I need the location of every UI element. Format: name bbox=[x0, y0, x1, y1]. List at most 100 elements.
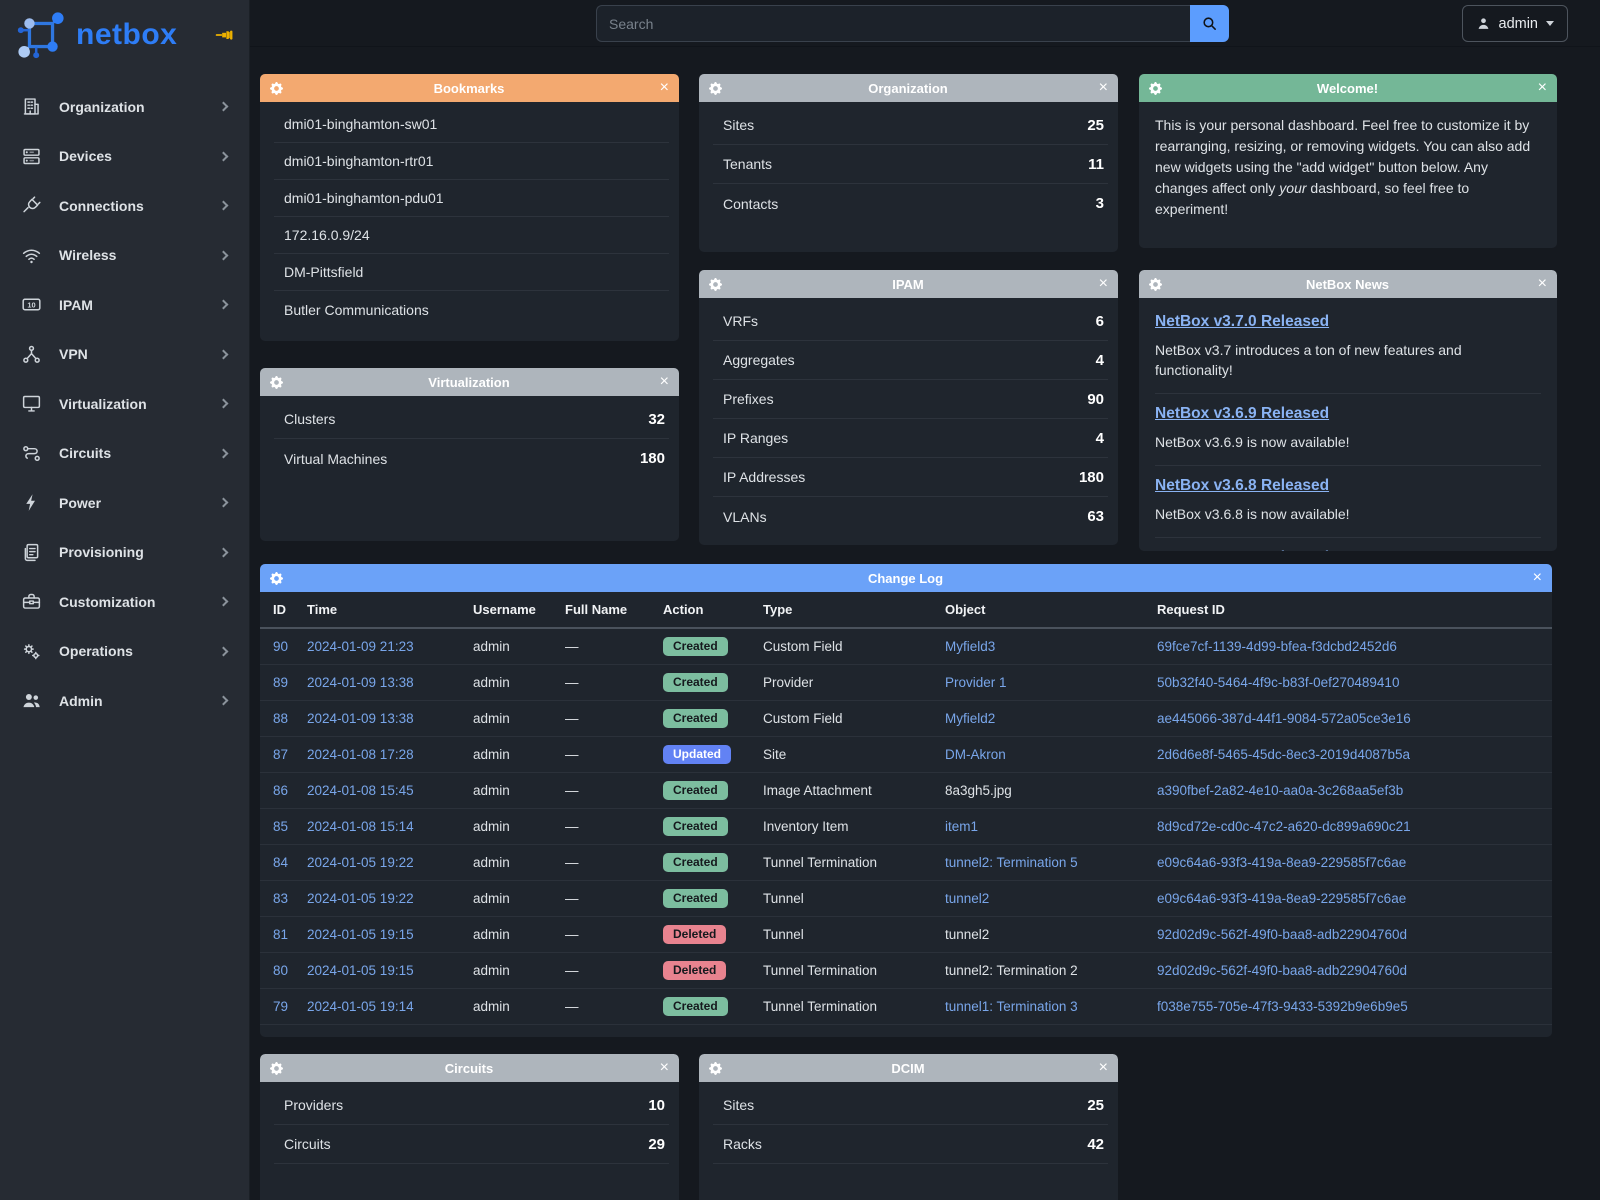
changelog-time-link[interactable]: 2024-01-05 19:14 bbox=[307, 999, 414, 1014]
stat-value[interactable]: 11 bbox=[1088, 156, 1104, 173]
search-button[interactable] bbox=[1190, 5, 1229, 42]
changelog-time-link[interactable]: 2024-01-05 19:15 bbox=[307, 963, 414, 978]
changelog-id-link[interactable]: 79 bbox=[273, 999, 288, 1014]
sidebar-item-operations[interactable]: Operations bbox=[0, 627, 249, 677]
changelog-id-link[interactable]: 90 bbox=[273, 639, 288, 654]
sidebar-item-devices[interactable]: Devices bbox=[0, 132, 249, 182]
news-link[interactable]: NetBox v3.6.7 Released bbox=[1155, 549, 1329, 551]
request-id-link[interactable]: 69fce7cf-1139-4d99-bfea-f3dcbd2452d6 bbox=[1157, 639, 1397, 654]
bookmark-item[interactable]: Butler Communications bbox=[274, 291, 669, 328]
changelog-id-link[interactable]: 87 bbox=[273, 747, 288, 762]
object-link[interactable]: Myfield2 bbox=[945, 711, 995, 726]
widget-config-icon[interactable] bbox=[709, 82, 722, 95]
bookmark-item[interactable]: dmi01-binghamton-sw01 bbox=[274, 106, 669, 143]
netbox-logo[interactable]: netbox bbox=[0, 0, 249, 66]
stat-value[interactable]: 4 bbox=[1096, 430, 1104, 447]
request-id-link[interactable]: 8d9cd72e-cd0c-47c2-a620-dc899a690c21 bbox=[1157, 819, 1411, 834]
request-id-link[interactable]: 92d02d9c-562f-49f0-baa8-adb22904760d bbox=[1157, 963, 1407, 978]
object-link[interactable]: Provider 1 bbox=[945, 675, 1007, 690]
sidebar-item-admin[interactable]: Admin bbox=[0, 676, 249, 726]
changelog-time-link[interactable]: 2024-01-05 19:15 bbox=[307, 927, 414, 942]
object-link[interactable]: tunnel2 bbox=[945, 891, 989, 906]
widget-config-icon[interactable] bbox=[270, 376, 283, 389]
changelog-id-link[interactable]: 88 bbox=[273, 711, 288, 726]
object-link[interactable]: Myfield3 bbox=[945, 639, 995, 654]
news-link[interactable]: NetBox v3.7.0 Released bbox=[1155, 313, 1329, 331]
changelog-id-link[interactable]: 81 bbox=[273, 927, 288, 942]
sidebar-item-connections[interactable]: Connections bbox=[0, 181, 249, 231]
changelog-time-link[interactable]: 2024-01-05 19:22 bbox=[307, 891, 414, 906]
sidebar-item-provisioning[interactable]: Provisioning bbox=[0, 528, 249, 578]
bookmark-item[interactable]: dmi01-binghamton-pdu01 bbox=[274, 180, 669, 217]
request-id-link[interactable]: a390fbef-2a82-4e10-aa0a-3c268aa5ef3b bbox=[1157, 783, 1403, 798]
close-icon[interactable]: × bbox=[1094, 80, 1108, 96]
close-icon[interactable]: × bbox=[1094, 1060, 1108, 1076]
stat-value[interactable]: 10 bbox=[648, 1097, 665, 1114]
bookmark-item[interactable]: dmi01-binghamton-rtr01 bbox=[274, 143, 669, 180]
changelog-time-link[interactable]: 2024-01-08 15:45 bbox=[307, 783, 414, 798]
stat-value[interactable]: 6 bbox=[1096, 313, 1104, 330]
request-id-link[interactable]: f038e755-705e-47f3-9433-5392b9e6b9e5 bbox=[1157, 999, 1408, 1014]
request-id-link[interactable]: 2d6d6e8f-5465-45dc-8ec3-2019d4087b5a bbox=[1157, 747, 1410, 762]
stat-value[interactable]: 32 bbox=[648, 411, 665, 428]
widget-config-icon[interactable] bbox=[270, 1062, 283, 1075]
stat-value[interactable]: 3 bbox=[1096, 195, 1104, 212]
stat-value[interactable]: 25 bbox=[1087, 1097, 1104, 1114]
changelog-id-link[interactable]: 89 bbox=[273, 675, 288, 690]
stat-value[interactable]: 29 bbox=[648, 1136, 665, 1153]
changelog-time-link[interactable]: 2024-01-08 15:14 bbox=[307, 819, 414, 834]
widget-config-icon[interactable] bbox=[270, 82, 283, 95]
changelog-time-link[interactable]: 2024-01-09 13:38 bbox=[307, 675, 414, 690]
stat-value[interactable]: 4 bbox=[1096, 352, 1104, 369]
sidebar-item-wireless[interactable]: Wireless bbox=[0, 231, 249, 281]
stat-value[interactable]: 25 bbox=[1087, 117, 1104, 134]
stat-value[interactable]: 180 bbox=[640, 450, 665, 467]
widget-config-icon[interactable] bbox=[270, 572, 283, 585]
request-id-link[interactable]: 92d02d9c-562f-49f0-baa8-adb22904760d bbox=[1157, 927, 1407, 942]
widget-config-icon[interactable] bbox=[1149, 82, 1162, 95]
close-icon[interactable]: × bbox=[1533, 80, 1547, 96]
close-icon[interactable]: × bbox=[1533, 276, 1547, 292]
request-id-link[interactable]: 50b32f40-5464-4f9c-b83f-0ef270489410 bbox=[1157, 675, 1399, 690]
object-link[interactable]: tunnel2: Termination 5 bbox=[945, 855, 1078, 870]
changelog-id-link[interactable]: 85 bbox=[273, 819, 288, 834]
changelog-id-link[interactable]: 83 bbox=[273, 891, 288, 906]
close-icon[interactable]: × bbox=[655, 1060, 669, 1076]
changelog-time-link[interactable]: 2024-01-09 21:23 bbox=[307, 639, 414, 654]
sidebar-item-power[interactable]: Power bbox=[0, 478, 249, 528]
changelog-id-link[interactable]: 84 bbox=[273, 855, 288, 870]
changelog-id-link[interactable]: 80 bbox=[273, 963, 288, 978]
changelog-id-link[interactable]: 86 bbox=[273, 783, 288, 798]
close-icon[interactable]: × bbox=[1094, 276, 1108, 292]
stat-value[interactable]: 180 bbox=[1079, 469, 1104, 486]
sidebar-item-virtualization[interactable]: Virtualization bbox=[0, 379, 249, 429]
widget-config-icon[interactable] bbox=[709, 1062, 722, 1075]
stat-value[interactable]: 63 bbox=[1087, 508, 1104, 525]
pushpin-icon[interactable] bbox=[213, 24, 235, 46]
object-link[interactable]: DM-Akron bbox=[945, 747, 1006, 762]
request-id-link[interactable]: e09c64a6-93f3-419a-8ea9-229585f7c6ae bbox=[1157, 891, 1406, 906]
close-icon[interactable]: × bbox=[1528, 570, 1542, 586]
changelog-time-link[interactable]: 2024-01-08 17:28 bbox=[307, 747, 414, 762]
close-icon[interactable]: × bbox=[655, 80, 669, 96]
news-link[interactable]: NetBox v3.6.9 Released bbox=[1155, 405, 1329, 423]
sidebar-item-customization[interactable]: Customization bbox=[0, 577, 249, 627]
sidebar-item-organization[interactable]: Organization bbox=[0, 82, 249, 132]
search-input[interactable] bbox=[596, 5, 1190, 42]
stat-value[interactable]: 42 bbox=[1087, 1136, 1104, 1153]
widget-config-icon[interactable] bbox=[1149, 278, 1162, 291]
request-id-link[interactable]: e09c64a6-93f3-419a-8ea9-229585f7c6ae bbox=[1157, 855, 1406, 870]
object-link[interactable]: item1 bbox=[945, 819, 978, 834]
news-link[interactable]: NetBox v3.6.8 Released bbox=[1155, 477, 1329, 495]
widget-config-icon[interactable] bbox=[709, 278, 722, 291]
request-id-link[interactable]: ae445066-387d-44f1-9084-572a05ce3e16 bbox=[1157, 711, 1411, 726]
sidebar-item-circuits[interactable]: Circuits bbox=[0, 429, 249, 479]
bookmark-item[interactable]: 172.16.0.9/24 bbox=[274, 217, 669, 254]
sidebar-item-vpn[interactable]: VPN bbox=[0, 330, 249, 380]
bookmark-item[interactable]: DM-Pittsfield bbox=[274, 254, 669, 291]
object-link[interactable]: tunnel1: Termination 3 bbox=[945, 999, 1078, 1014]
user-menu-button[interactable]: admin bbox=[1462, 5, 1569, 42]
sidebar-item-ipam[interactable]: 10IPAM bbox=[0, 280, 249, 330]
close-icon[interactable]: × bbox=[655, 374, 669, 390]
stat-value[interactable]: 90 bbox=[1087, 391, 1104, 408]
